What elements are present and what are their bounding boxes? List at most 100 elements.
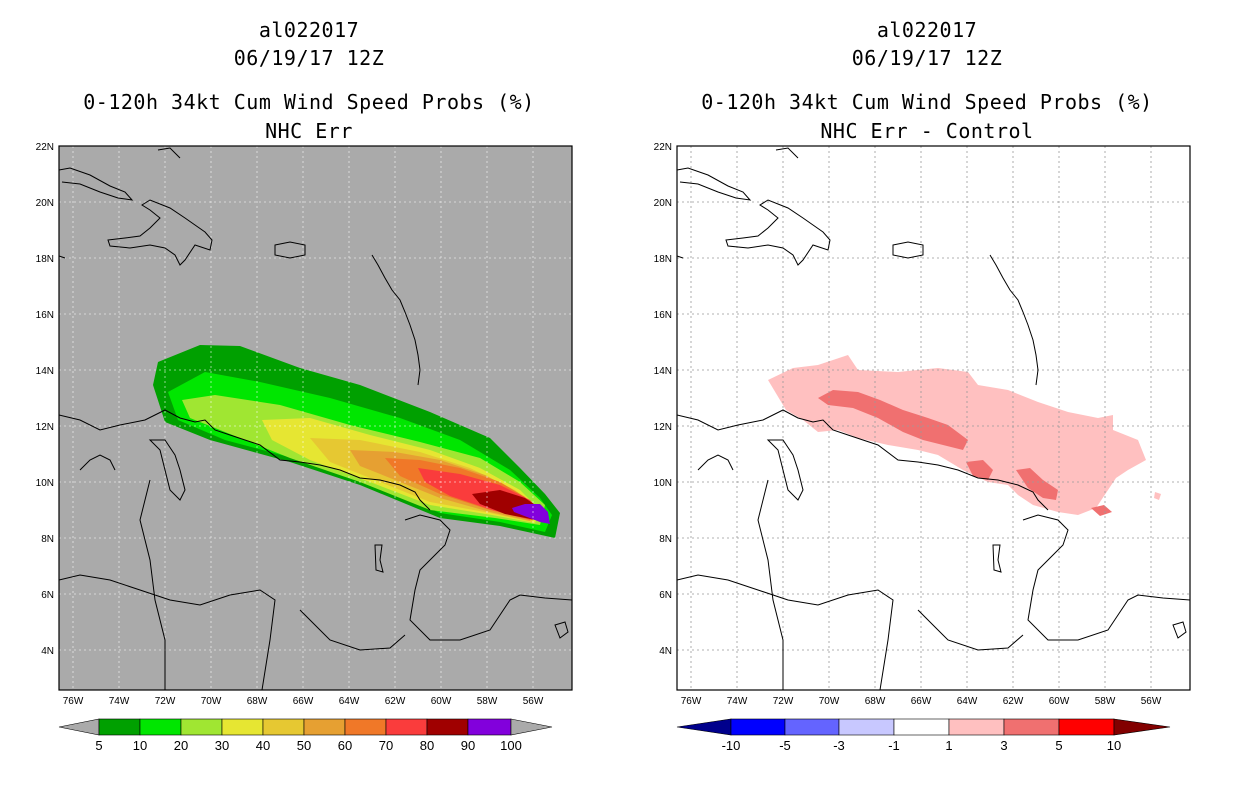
difference-field [768,355,1161,516]
datetime: 06/19/17 12Z [233,46,385,70]
lat-label: 14N [654,366,672,377]
storm-id: al022017 [876,18,978,42]
map-subtitle: NHC Err - Control [820,119,1034,143]
colorbar-left [58,718,553,736]
colorbar-label: 10 [133,738,147,753]
lat-label: 4N [659,646,672,657]
contour-3-5 [818,390,968,450]
colorbar-right [676,718,1171,736]
colorbar-swatch [426,718,469,736]
lat-label: 16N [36,310,54,321]
lon-label: 76W [681,696,702,707]
coastlines [677,147,1190,690]
lon-label: 56W [523,696,544,707]
colorbar-label: 3 [1000,738,1007,753]
colorbar-label: 100 [500,738,522,753]
lon-label: 60W [1049,696,1070,707]
colorbar-swatch [262,718,305,736]
lon-label: 68W [865,696,886,707]
lat-label: 12N [36,422,54,433]
colorbar-label: 90 [461,738,475,753]
map-title: 0-120h 34kt Cum Wind Speed Probs (%) [83,90,535,114]
lon-label: 58W [1095,696,1116,707]
lon-label: 64W [957,696,978,707]
lon-label: 74W [727,696,748,707]
lon-label: 56W [1141,696,1162,707]
lon-label: 70W [819,696,840,707]
colorbar-label: 30 [215,738,229,753]
lat-label: 22N [36,142,54,153]
lat-label: 8N [41,534,54,545]
lon-label: 66W [911,696,932,707]
colorbar-label: 5 [95,738,102,753]
colorbar-swatch [344,718,387,736]
left-panel: al022017 06/19/17 12Z 0-120h 34kt Cum Wi… [36,18,573,753]
lat-label: 22N [654,142,672,153]
probability-swath [153,345,560,538]
lon-label: 70W [201,696,222,707]
right-map-svg: 22N 20N 18N 16N 14N 12N 10N 8N 6N 4N 76W… [654,142,1191,753]
lon-label: 58W [477,696,498,707]
lat-label: 18N [654,254,672,265]
colorbar-label: -3 [833,738,845,753]
colorbar-over-arrow [1113,718,1171,736]
grid-lines [677,146,1190,690]
colorbar-swatch [139,718,182,736]
colorbar-label: 1 [945,738,952,753]
colorbar-swatch [1003,718,1060,736]
map-subtitle: NHC Err [265,119,353,143]
colorbar-swatch [467,718,512,736]
contour-3-5 [1091,505,1112,516]
colorbar-label: -10 [722,738,741,753]
colorbar-swatch [385,718,428,736]
lat-label: 6N [41,590,54,601]
lon-label: 76W [63,696,84,707]
colorbar-swatch [730,718,786,736]
contour-90-100 [512,504,550,524]
map-frame [58,145,573,691]
colorbar-under-arrow [676,718,732,736]
lat-label: 12N [654,422,672,433]
lat-label: 6N [659,590,672,601]
lat-label: 20N [36,198,54,209]
contour-1-3 [1154,492,1161,500]
lon-label: 74W [109,696,130,707]
colorbar-over-arrow [510,718,553,736]
colorbar-swatch [893,718,950,736]
colorbar-swatch [180,718,223,736]
colorbar-label: 5 [1055,738,1062,753]
lon-label: 60W [431,696,452,707]
colorbar-label: 40 [256,738,270,753]
left-map-svg: 22N 20N 18N 16N 14N 12N 10N 8N 6N 4N 76W… [36,142,573,753]
colorbar-swatch [303,718,346,736]
lat-axis-labels: 22N 20N 18N 16N 14N 12N 10N 8N 6N 4N [36,142,54,657]
lon-label: 62W [385,696,406,707]
lat-axis-labels: 22N 20N 18N 16N 14N 12N 10N 8N 6N 4N [654,142,672,657]
colorbar-label: 20 [174,738,188,753]
colorbar-left-labels: 5 10 20 30 40 50 60 70 80 90 100 [95,738,521,753]
lat-label: 16N [654,310,672,321]
map-frame [676,145,1191,691]
colorbar-label: 60 [338,738,352,753]
contour-3-5 [966,460,993,480]
colorbar-under-arrow [58,718,100,736]
datetime: 06/19/17 12Z [851,46,1003,70]
colorbar-label: 50 [297,738,311,753]
grid-lines [59,146,572,690]
lon-label: 62W [1003,696,1024,707]
lat-label: 18N [36,254,54,265]
lat-label: 4N [41,646,54,657]
right-panel: al022017 06/19/17 12Z 0-120h 34kt Cum Wi… [618,0,1236,800]
lon-label: 64W [339,696,360,707]
lon-axis-labels: 76W 74W 72W 70W 68W 66W 64W 62W 60W 58W … [63,696,544,707]
colorbar-swatch [838,718,895,736]
lat-label: 20N [654,198,672,209]
colorbar-label: 10 [1107,738,1121,753]
colorbar-label: 80 [420,738,434,753]
lon-label: 68W [247,696,268,707]
lat-label: 10N [654,478,672,489]
lon-label: 72W [155,696,176,707]
coastlines [59,147,572,690]
colorbar-swatch [221,718,264,736]
colorbar-swatch [98,718,141,736]
